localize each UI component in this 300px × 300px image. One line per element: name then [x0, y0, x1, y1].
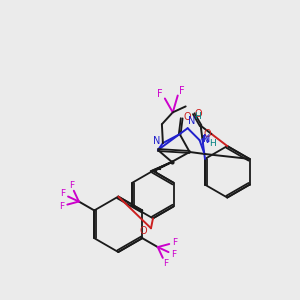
- Text: N: N: [153, 136, 161, 146]
- Text: F: F: [59, 202, 64, 211]
- Text: H: H: [194, 112, 201, 121]
- Text: O: O: [184, 112, 191, 122]
- Text: O: O: [203, 129, 211, 139]
- Text: N: N: [188, 116, 195, 126]
- Text: F: F: [69, 181, 74, 190]
- Text: F: F: [171, 250, 176, 259]
- Text: F: F: [172, 238, 178, 247]
- Polygon shape: [150, 162, 173, 171]
- Text: O: O: [139, 226, 147, 236]
- Text: F: F: [157, 88, 163, 98]
- Text: F: F: [179, 85, 184, 96]
- Text: N: N: [202, 135, 209, 145]
- Text: F: F: [163, 259, 168, 268]
- Text: N: N: [203, 134, 210, 144]
- Text: H: H: [209, 140, 216, 148]
- Text: O: O: [195, 109, 202, 119]
- Text: F: F: [60, 190, 65, 199]
